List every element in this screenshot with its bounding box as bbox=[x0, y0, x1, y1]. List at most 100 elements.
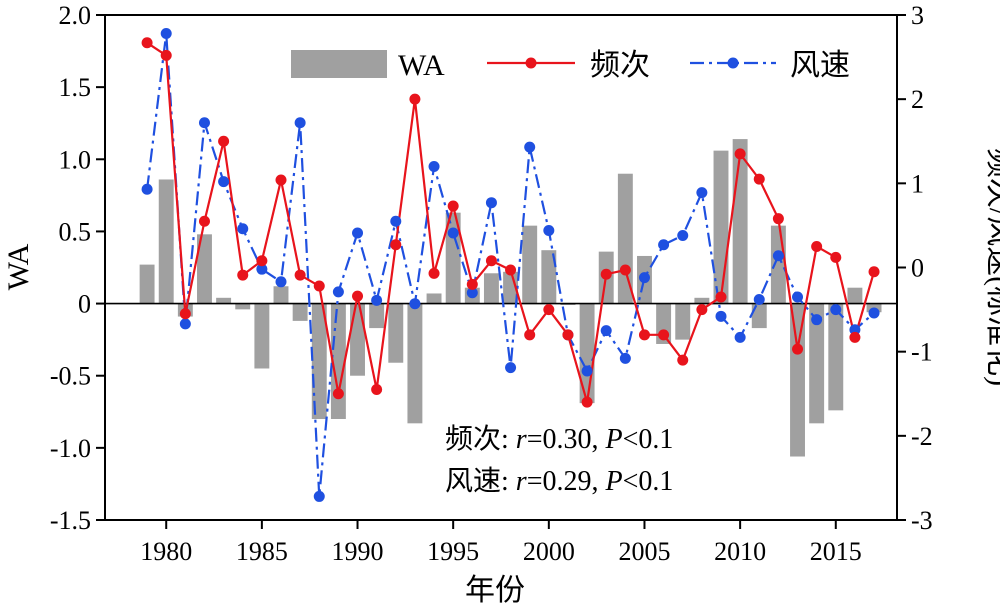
x-tick-label-1980: 1980 bbox=[140, 537, 192, 566]
freq-point-1993 bbox=[409, 93, 421, 105]
speed-point-2005 bbox=[638, 272, 650, 284]
freq-point-2014 bbox=[811, 240, 823, 252]
speed-point-2015 bbox=[830, 304, 842, 316]
x-tick-label-2015: 2015 bbox=[810, 537, 862, 566]
wa-bar-2014 bbox=[809, 303, 825, 424]
freq-point-2013 bbox=[792, 343, 804, 355]
speed-point-2002 bbox=[581, 365, 593, 377]
legend-swatch-wa bbox=[291, 50, 387, 78]
freq-point-1986 bbox=[275, 174, 287, 186]
left-tick-label-1: 1.5 bbox=[59, 73, 92, 102]
freq-point-1995 bbox=[447, 200, 459, 212]
wa-bar-1990 bbox=[350, 303, 365, 376]
freq-point-1994 bbox=[428, 267, 440, 279]
speed-point-2000 bbox=[543, 224, 555, 236]
speed-point-1998 bbox=[505, 362, 517, 374]
freq-point-1984 bbox=[237, 269, 249, 281]
wa-bar-1987 bbox=[292, 303, 308, 321]
left-axis-ticks: 2.0 1.5 1.0 0.5 0 -0.5 -1.0 -1.5 bbox=[50, 1, 105, 535]
freq-point-1980 bbox=[160, 49, 172, 61]
left-axis-title: WA bbox=[2, 243, 35, 290]
speed-point-2017 bbox=[868, 307, 880, 319]
wa-bar-1986 bbox=[273, 286, 289, 304]
legend-label-wa: WA bbox=[398, 49, 445, 82]
wa-bar-2012 bbox=[770, 225, 786, 304]
x-tick-label-2010: 2010 bbox=[714, 537, 766, 566]
right-tick-label-0: 3 bbox=[911, 1, 924, 30]
left-tick-label-5: -0.5 bbox=[50, 362, 91, 391]
wa-bar-1991 bbox=[369, 303, 385, 329]
annotation-speed: 风速: r=0.29, P<0.1 bbox=[445, 466, 673, 497]
wa-bar-1980 bbox=[158, 179, 174, 304]
freq-point-2008 bbox=[696, 304, 708, 316]
speed-point-1981 bbox=[179, 318, 191, 330]
left-tick-label-2: 1.0 bbox=[59, 145, 92, 174]
speed-point-1997 bbox=[485, 197, 497, 209]
right-axis-ticks: 3 2 1 0 -1 -2 -3 bbox=[897, 1, 933, 535]
left-tick-label-6: -1.0 bbox=[50, 434, 91, 463]
left-tick-label-7: -1.5 bbox=[50, 506, 91, 535]
freq-point-2016 bbox=[849, 331, 861, 343]
freq-point-2002 bbox=[581, 396, 593, 408]
wa-bar-2007 bbox=[675, 303, 691, 340]
freq-point-2005 bbox=[638, 329, 650, 341]
speed-point-2013 bbox=[792, 291, 804, 303]
freq-point-1997 bbox=[485, 255, 497, 267]
right-tick-label-4: -1 bbox=[911, 338, 933, 367]
right-tick-label-2: 1 bbox=[911, 169, 924, 198]
speed-point-2006 bbox=[658, 239, 670, 251]
wa-bar-1979 bbox=[139, 264, 155, 304]
legend: WA 频次 风速 bbox=[291, 49, 850, 82]
right-tick-label-6: -3 bbox=[911, 506, 933, 535]
freq-point-1999 bbox=[524, 329, 536, 341]
speed-point-1984 bbox=[237, 223, 249, 235]
x-tick-label-1995: 1995 bbox=[427, 537, 479, 566]
freq-point-2015 bbox=[830, 251, 842, 263]
right-tick-label-5: -2 bbox=[911, 422, 933, 451]
speed-point-1993 bbox=[409, 298, 421, 310]
x-axis-title: 年份 bbox=[465, 574, 525, 607]
wa-bar-2015 bbox=[828, 303, 844, 411]
x-tick-label-1990: 1990 bbox=[332, 537, 384, 566]
wa-bar-1997 bbox=[483, 273, 499, 304]
freq-point-2017 bbox=[868, 266, 880, 278]
speed-point-1982 bbox=[198, 117, 210, 129]
x-tick-label-2005: 2005 bbox=[618, 537, 670, 566]
x-tick-label-2000: 2000 bbox=[523, 537, 575, 566]
right-axis-title: 频次/风速(标准化) bbox=[983, 148, 1000, 386]
speed-point-2011 bbox=[753, 293, 765, 305]
freq-point-1992 bbox=[390, 239, 402, 251]
legend-marker-speed bbox=[727, 57, 739, 69]
freq-point-2009 bbox=[715, 291, 727, 303]
wa-bars bbox=[139, 139, 882, 457]
freq-point-1981 bbox=[179, 308, 191, 320]
wa-bar-1994 bbox=[426, 293, 442, 304]
freq-point-1983 bbox=[218, 135, 230, 147]
freq-point-2001 bbox=[562, 329, 574, 341]
speed-point-1988 bbox=[313, 490, 325, 502]
speed-point-1996 bbox=[466, 287, 478, 299]
speed-point-1991 bbox=[371, 294, 383, 306]
speed-point-1987 bbox=[294, 117, 306, 129]
right-tick-label-3: 0 bbox=[911, 254, 924, 283]
speed-point-1986 bbox=[275, 276, 287, 288]
freq-point-1991 bbox=[371, 384, 383, 396]
wa-bar-2002 bbox=[579, 303, 595, 404]
freq-point-1988 bbox=[313, 280, 325, 292]
annotation-freq: 频次: r=0.30, P<0.1 bbox=[445, 423, 673, 455]
speed-point-2014 bbox=[811, 314, 823, 326]
freq-point-2003 bbox=[600, 268, 612, 280]
legend-label-speed: 风速 bbox=[790, 49, 850, 82]
wa-bar-1982 bbox=[197, 234, 212, 304]
speed-point-2010 bbox=[734, 331, 746, 343]
freq-point-1990 bbox=[352, 290, 364, 302]
freq-point-1985 bbox=[256, 255, 268, 267]
legend-marker-freq bbox=[525, 57, 537, 69]
wa-bar-2011 bbox=[751, 303, 767, 329]
speed-point-1992 bbox=[390, 215, 402, 227]
freq-point-2010 bbox=[734, 148, 746, 160]
left-tick-label-4: 0 bbox=[78, 290, 91, 319]
speed-point-1985 bbox=[256, 263, 268, 275]
speed-point-2007 bbox=[677, 230, 689, 242]
speed-point-1994 bbox=[428, 161, 440, 172]
